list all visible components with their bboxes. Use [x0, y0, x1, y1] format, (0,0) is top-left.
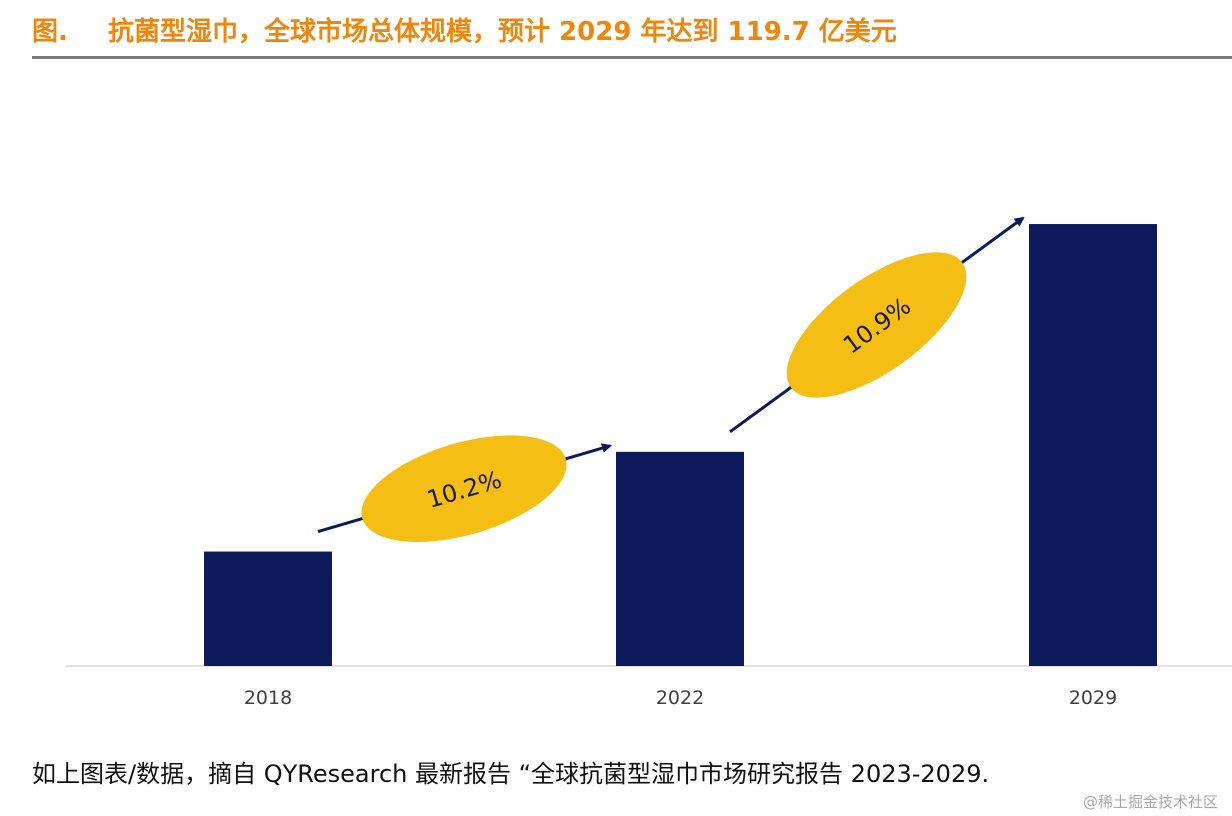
bar-2029 [1029, 224, 1157, 666]
figure-label: 图. [32, 17, 68, 47]
cagr-bubble: 10.9% [786, 252, 967, 398]
title-text: 抗菌型湿巾，全球市场总体规模，预计 2029 年达到 119.7 亿美元 [108, 17, 897, 47]
source-caption: 如上图表/数据，摘自 QYResearch 最新报告 “全球抗菌型湿巾市场研究报… [32, 760, 990, 788]
cagr-ellipse [786, 252, 967, 398]
x-tick-label: 2029 [1069, 687, 1117, 709]
cagr-bubble: 10.2% [361, 435, 567, 542]
watermark: @稀土掘金技术社区 [1082, 793, 1218, 811]
x-tick-label: 2018 [244, 687, 292, 709]
bar-2022 [616, 451, 744, 666]
x-tick-label: 2022 [656, 687, 704, 709]
bar-2018 [204, 551, 332, 666]
market-size-bar-chart: 10.2% 10.9% 2018 2022 2029 [66, 216, 1232, 709]
title-divider [32, 56, 1232, 59]
chart-title: 图. 抗菌型湿巾，全球市场总体规模，预计 2029 年达到 119.7 亿美元 [32, 14, 1212, 50]
cagr-ellipse [361, 435, 567, 542]
